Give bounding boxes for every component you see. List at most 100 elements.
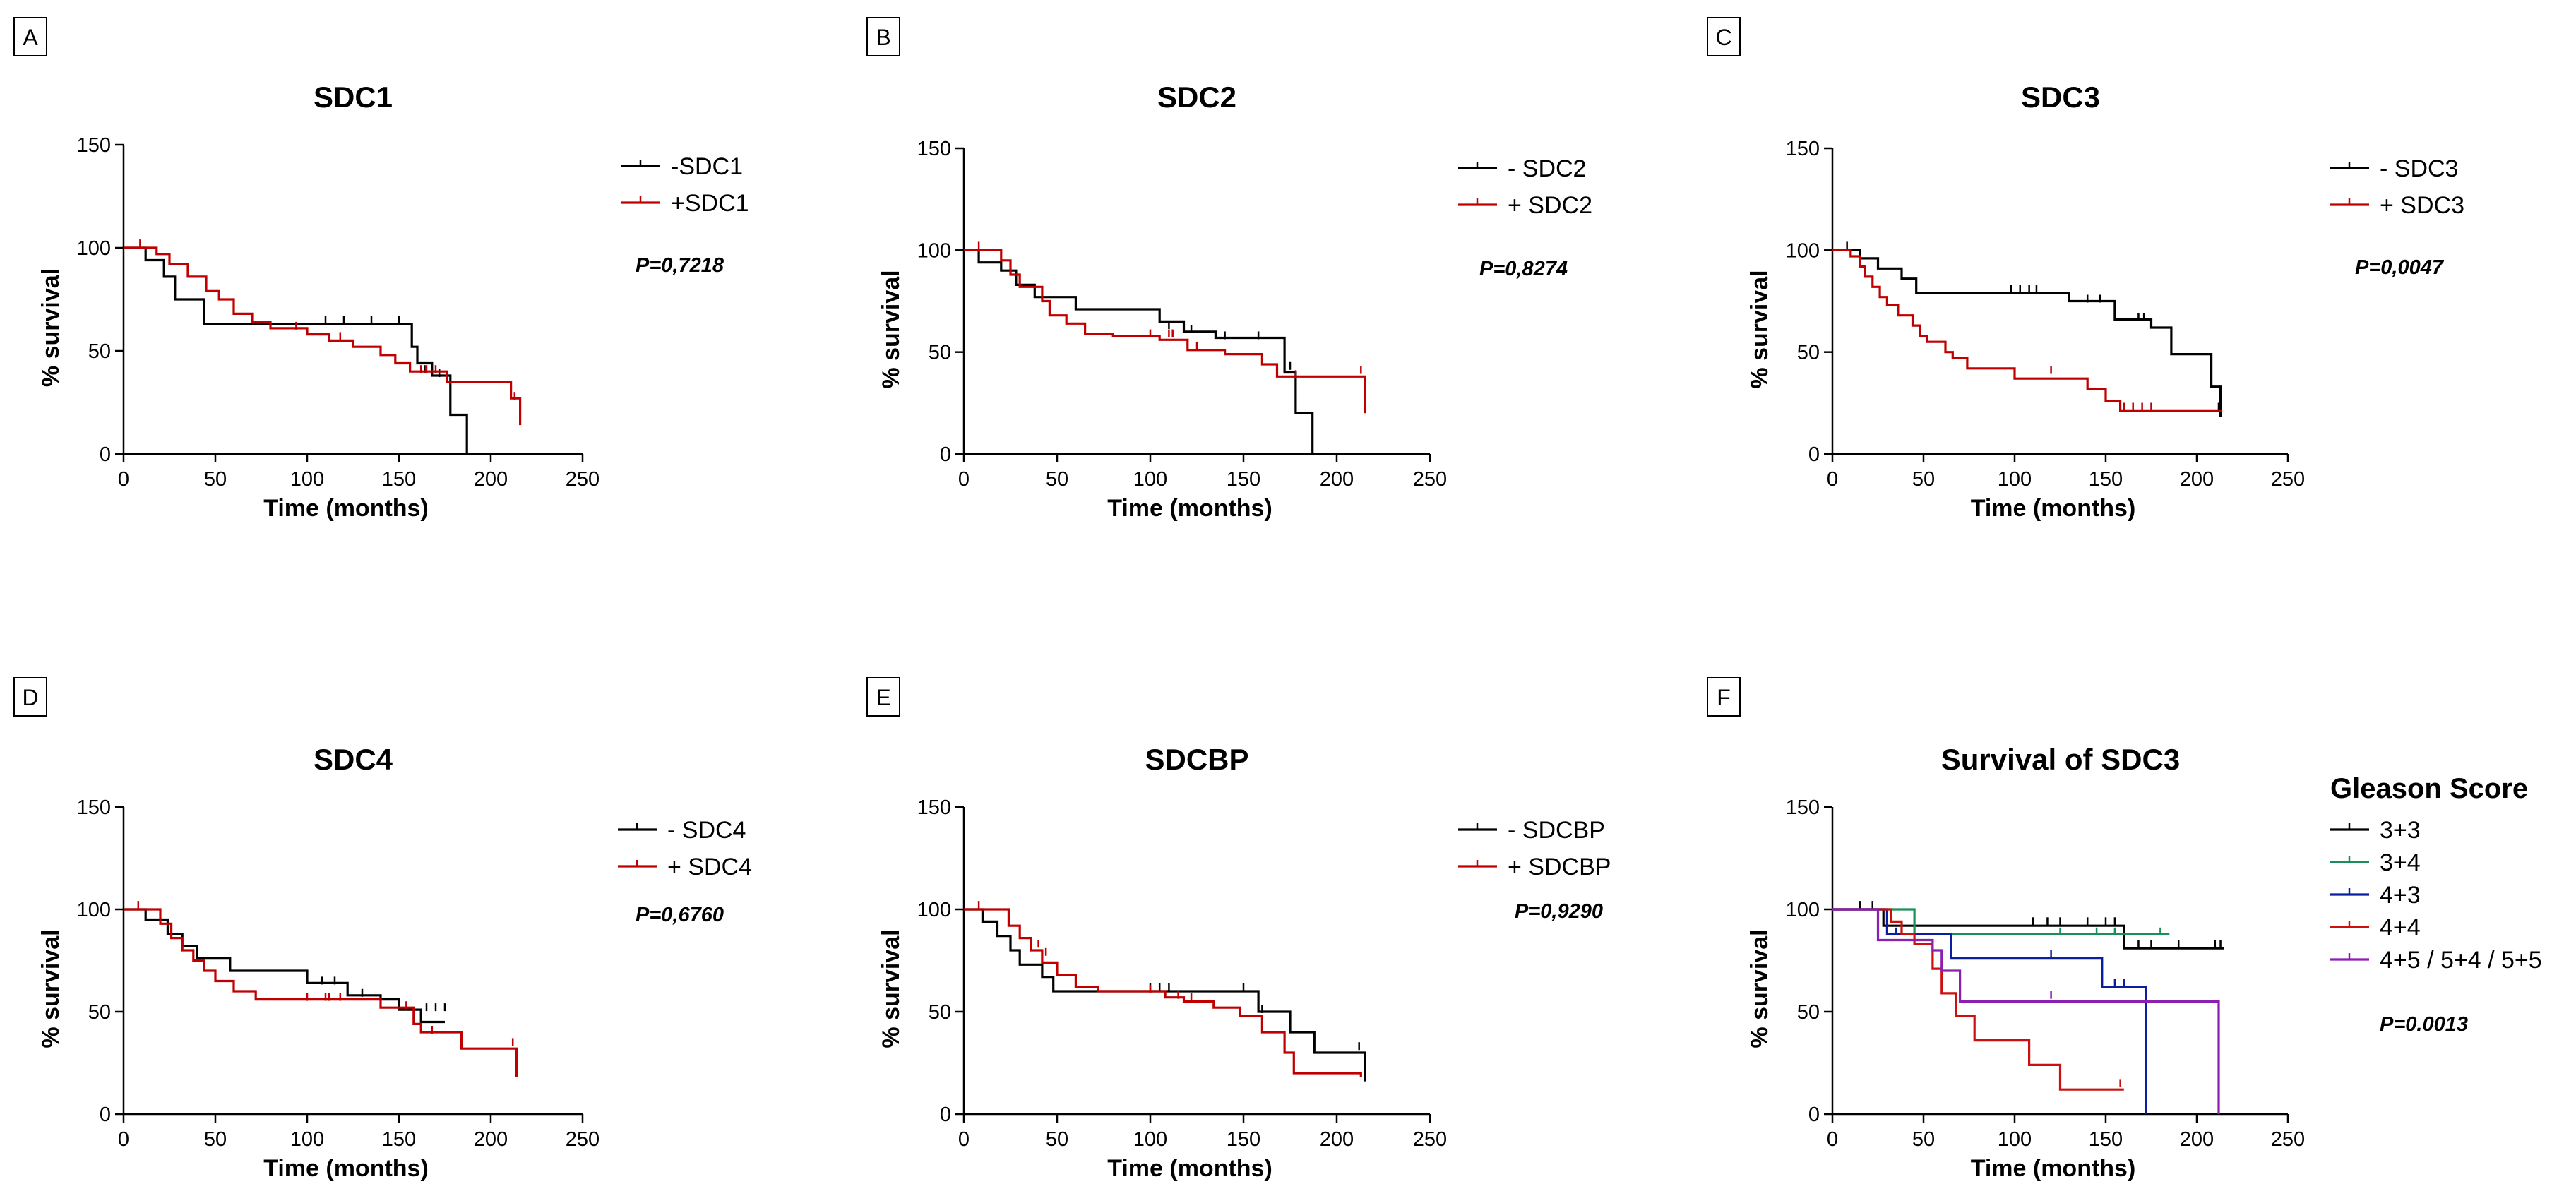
survival-curve-1 (964, 908, 1366, 1082)
x-tick-label: 200 (474, 1128, 508, 1151)
x-axis-label: Time (months) (1971, 1155, 2136, 1182)
y-tick-label: 100 (1786, 899, 1820, 921)
panel-b: B SDC2 0 50 100 150 0 50 100 150 200 250 Time (month… (866, 17, 1592, 522)
x-axis-label: Time (months) (263, 1155, 429, 1182)
legend-label: 3+3 (2380, 817, 2421, 844)
y-tick-label: 50 (88, 340, 111, 363)
x-tick-label: 250 (566, 1128, 600, 1151)
survival-curve-1 (124, 246, 468, 454)
p-value: P=0,7218 (636, 254, 724, 277)
y-tick-label: 0 (940, 443, 951, 466)
y-tick-label: 0 (940, 1104, 951, 1126)
x-tick-label: 0 (1827, 468, 1838, 491)
chart-title: SDC2 (1157, 80, 1236, 114)
legend-label: - SDC3 (2380, 155, 2458, 182)
p-value: P=0,9290 (1515, 900, 1603, 923)
panel-a: A SDC1 0 50 100 150 0 50 100 150 200 250 Time (month… (13, 17, 749, 522)
panel-letter-box (866, 677, 900, 717)
legend-label: 4+5 / 5+4 / 5+5 (2380, 947, 2542, 974)
y-tick-label: 150 (917, 138, 951, 160)
x-tick-label: 100 (290, 1128, 324, 1151)
y-tick-label: 0 (1808, 443, 1820, 466)
x-tick-label: 50 (204, 1128, 227, 1151)
y-axis-label: % survival (37, 929, 64, 1048)
legend-label: - SDC4 (667, 817, 746, 844)
legend-label: + SDC2 (1508, 192, 1592, 219)
x-tick-label: 200 (1320, 1128, 1354, 1151)
x-tick-label: 0 (118, 1128, 129, 1151)
x-tick-label: 100 (1133, 1128, 1167, 1151)
y-axis-label: % survival (1746, 929, 1773, 1048)
legend-label: - SDCBP (1508, 817, 1605, 844)
p-value: P=0,0047 (2355, 256, 2445, 279)
panel-letter: A (23, 25, 38, 50)
x-tick-label: 50 (1912, 468, 1935, 491)
panel-letter-box (13, 17, 47, 56)
x-axis-label: Time (months) (1107, 1155, 1272, 1182)
p-value: P=0,6760 (636, 904, 724, 926)
x-tick-label: 50 (1046, 468, 1068, 491)
survival-curve-1 (1832, 249, 2222, 417)
x-tick-label: 150 (382, 1128, 416, 1151)
x-tick-label: 100 (1133, 468, 1167, 491)
y-tick-label: 50 (88, 1001, 111, 1024)
p-value: P=0,8274 (1479, 258, 1568, 280)
panel-c: C SDC3 0 50 100 150 0 50 100 150 200 250 Time (month… (1707, 17, 2464, 522)
p-value: P=0.0013 (2380, 1013, 2468, 1036)
panel-letter: C (1715, 25, 1731, 50)
x-tick-label: 50 (204, 468, 227, 491)
y-tick-label: 50 (1797, 1001, 1820, 1024)
chart-title: SDCBP (1145, 743, 1248, 776)
panel-d: D SDC4 0 50 100 150 0 50 100 150 200 250 Time (month… (13, 677, 752, 1182)
panel-e: E SDCBP 0 50 100 150 0 50 100 150 200 250 Time (mont… (866, 677, 1611, 1182)
legend-label: +SDC1 (671, 190, 749, 217)
legend-label: 3+4 (2380, 849, 2421, 876)
x-tick-label: 250 (2271, 1128, 2305, 1151)
y-tick-label: 150 (1786, 796, 1820, 819)
y-axis-label: % survival (878, 929, 905, 1048)
x-axis-label: Time (months) (1107, 495, 1272, 522)
y-tick-label: 0 (100, 443, 111, 466)
y-axis-label: % survival (878, 270, 905, 388)
chart-title: SDC3 (2021, 80, 2100, 114)
x-tick-label: 50 (1046, 1128, 1068, 1151)
y-tick-label: 50 (929, 1001, 951, 1024)
y-tick-label: 50 (1797, 342, 1820, 364)
y-tick-label: 50 (929, 342, 951, 364)
panel-f: F Survival of SDC3 0 50 100 150 0 50 100 150 200 25… (1707, 677, 2542, 1182)
y-tick-label: 150 (1786, 138, 1820, 160)
y-tick-label: 100 (917, 899, 951, 921)
panel-letter-box (866, 17, 900, 56)
x-tick-label: 150 (1227, 1128, 1260, 1151)
legend-label: - SDC2 (1508, 155, 1586, 182)
x-tick-label: 150 (2089, 468, 2123, 491)
legend-label: + SDC4 (667, 854, 752, 880)
x-tick-label: 250 (1413, 1128, 1447, 1151)
x-tick-label: 0 (958, 468, 970, 491)
survival-curve-2 (124, 908, 518, 1077)
panel-letter: B (876, 25, 890, 50)
survival-curve-5 (1832, 908, 2220, 1114)
panel-letter-box (13, 677, 47, 717)
legend-title: Gleason Score (2330, 773, 2528, 804)
x-tick-label: 150 (382, 468, 416, 491)
legend-label: + SDCBP (1508, 854, 1611, 880)
chart-title: SDC4 (314, 743, 393, 776)
x-tick-label: 150 (2089, 1128, 2123, 1151)
panel-letter-box (1707, 17, 1741, 56)
survival-curve-4 (1832, 908, 2124, 1091)
survival-curve-1 (964, 249, 1314, 454)
y-axis-label: % survival (1746, 270, 1773, 388)
survival-curve-2 (964, 908, 1362, 1077)
x-tick-label: 250 (1413, 468, 1447, 491)
panel-letter: F (1717, 685, 1731, 710)
x-tick-label: 200 (1320, 468, 1354, 491)
chart-title: SDC1 (314, 80, 393, 114)
x-tick-label: 200 (474, 468, 508, 491)
survival-curve-3 (1832, 908, 2147, 1114)
legend-label: + SDC3 (2380, 192, 2464, 219)
legend-label: -SDC1 (671, 153, 743, 180)
x-axis-label: Time (months) (1971, 495, 2136, 522)
y-tick-label: 150 (77, 134, 111, 157)
